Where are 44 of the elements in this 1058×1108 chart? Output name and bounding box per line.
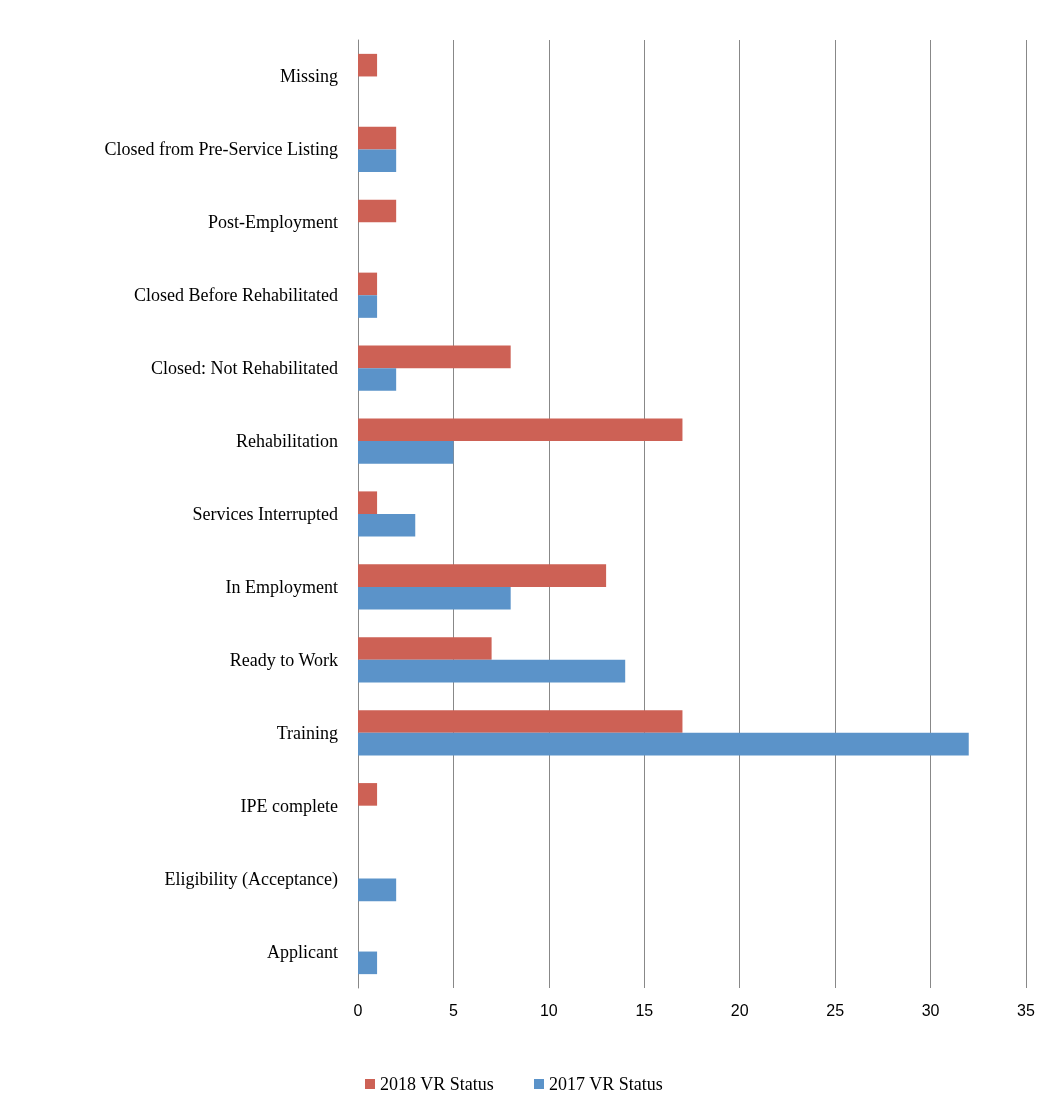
legend-label: 2017 VR Status [549, 1074, 663, 1094]
y-tick-label: Closed from Pre-Service Listing [104, 139, 338, 160]
bar [358, 272, 378, 296]
bar [358, 564, 607, 587]
bar [358, 418, 683, 442]
x-tick-label: 20 [730, 1001, 749, 1019]
y-tick-label: Ready to Work [229, 649, 338, 670]
bar [358, 514, 416, 537]
x-tick-label: 35 [1017, 1001, 1035, 1019]
bar [358, 732, 969, 756]
bar [358, 878, 397, 902]
bar [358, 659, 626, 683]
x-tick-label: 0 [353, 1001, 363, 1019]
bar [358, 710, 683, 733]
x-tick-label: 30 [921, 1001, 940, 1019]
bar [358, 295, 378, 318]
y-tick-label: In Employment [225, 576, 338, 597]
x-tick-label: 15 [635, 1001, 654, 1019]
x-tick-label: 5 [448, 1001, 458, 1019]
y-tick-label: Post-Employment [208, 212, 338, 233]
bar [358, 491, 378, 514]
y-tick-label: Eligibility (Acceptance) [164, 868, 338, 890]
bar [358, 199, 397, 223]
bar [358, 637, 492, 660]
y-tick-label: IPE complete [240, 795, 338, 816]
y-tick-label: Missing [279, 66, 338, 87]
y-tick-label: Applicant [267, 941, 338, 962]
legend-label: 2018 VR Status [380, 1074, 494, 1094]
bar [358, 441, 454, 464]
y-tick-label: Closed: Not Rehabilitated [151, 358, 338, 379]
bar [358, 149, 397, 172]
y-tick-label: Rehabilitation [236, 431, 338, 452]
bar [358, 53, 378, 77]
bar [358, 586, 511, 610]
y-tick-label: Training [276, 722, 338, 743]
y-tick-label: Closed Before Rehabilitated [134, 285, 338, 306]
bar [358, 126, 397, 150]
bar [358, 345, 511, 369]
x-tick-label: 10 [539, 1001, 558, 1019]
x-tick-label: 25 [826, 1001, 845, 1019]
y-tick-label: Services Interrupted [192, 504, 338, 524]
bar [358, 783, 378, 806]
bar [358, 951, 378, 975]
bar [358, 368, 397, 391]
